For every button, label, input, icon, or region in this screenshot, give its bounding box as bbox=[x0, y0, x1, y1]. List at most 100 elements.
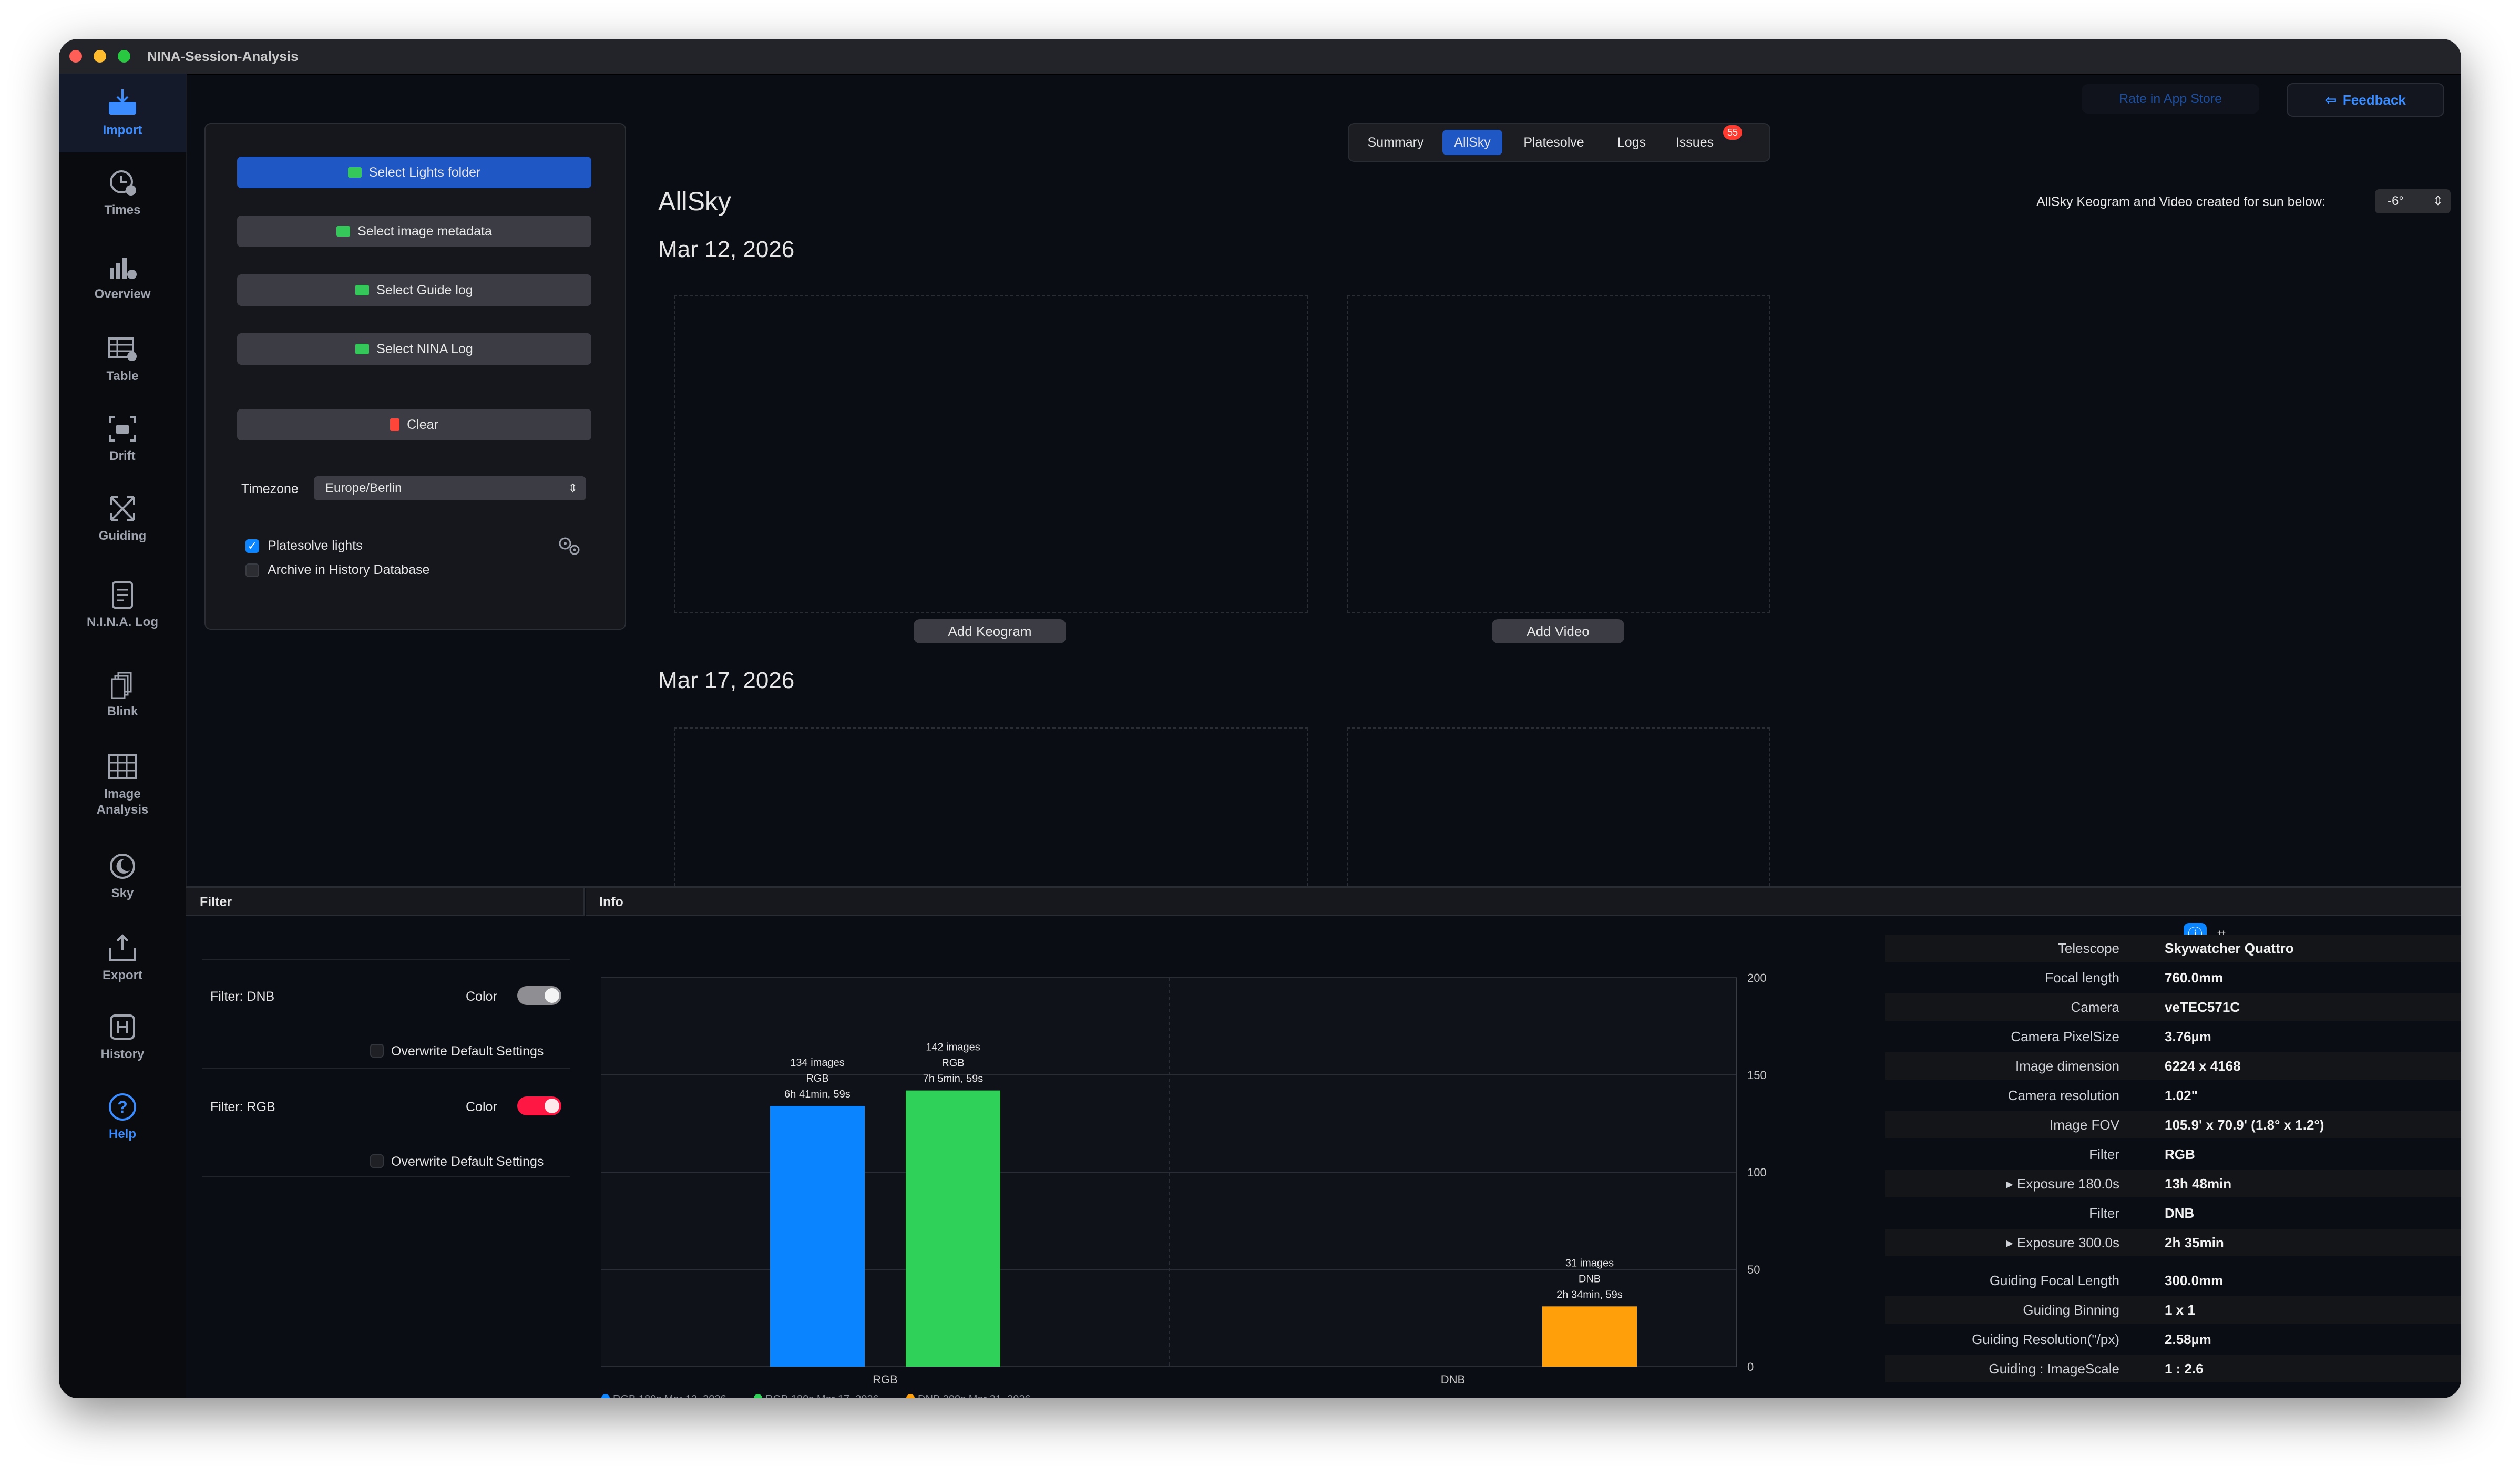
bottom-panel: Filter Info Filter: DNB Color Overwrite … bbox=[186, 886, 2461, 1398]
video-placeholder bbox=[1347, 295, 1770, 613]
stacked-pages-icon bbox=[111, 672, 132, 699]
tab-allsky[interactable]: AllSky bbox=[1442, 130, 1502, 155]
filter-list: Filter: DNB Color Overwrite Default Sett… bbox=[202, 959, 570, 1177]
select-lights-folder-button[interactable]: Select Lights folder bbox=[237, 157, 591, 188]
history-h-icon bbox=[110, 1014, 135, 1040]
sidebar-item-label: Blink bbox=[107, 704, 138, 719]
sidebar-item-import[interactable]: Import bbox=[59, 74, 186, 152]
legend-swatch bbox=[906, 1394, 915, 1398]
info-row-value: 300.0mm bbox=[2165, 1273, 2224, 1288]
sidebar-item-history[interactable]: History bbox=[59, 1010, 186, 1062]
rate-app-store-button[interactable]: Rate in App Store bbox=[2082, 84, 2259, 114]
sidebar-item-label: Table bbox=[106, 369, 139, 383]
bar-data-label: 142 images bbox=[926, 1042, 980, 1053]
info-row: Guiding Binning 1 x 1 bbox=[1885, 1296, 2461, 1324]
sidebar-item-label: Help bbox=[108, 1127, 136, 1141]
y-tick-label: 150 bbox=[1747, 1069, 1767, 1082]
sun-below-select[interactable]: -6° ⇕ bbox=[2375, 189, 2451, 213]
sidebar-item-nina-log[interactable]: N.I.N.A. Log bbox=[59, 578, 186, 630]
arrows-expand-icon bbox=[110, 496, 135, 521]
info-row: Telescope Skywatcher Quattro bbox=[1885, 935, 2461, 962]
clear-button[interactable]: Clear bbox=[237, 409, 591, 440]
info-row: Guiding Resolution("/px) 2.58µm bbox=[1885, 1326, 2461, 1353]
info-row-key: Camera bbox=[2071, 999, 2119, 1015]
select-guide-log-button[interactable]: Select Guide log bbox=[237, 274, 591, 306]
legend-label: RGB 180s Mar 17, 2026 bbox=[765, 1393, 879, 1398]
info-row-value: 3.76µm bbox=[2165, 1029, 2211, 1044]
sidebar-item-export[interactable]: Export bbox=[59, 931, 186, 983]
timezone-select[interactable]: Europe/Berlin ⇕ bbox=[314, 476, 586, 500]
moon-icon bbox=[110, 854, 135, 879]
platesolve-lights-checkbox[interactable]: ✓ bbox=[245, 539, 259, 553]
add-keogram-button[interactable]: Add Keogram bbox=[914, 619, 1066, 643]
info-row-value: 1.02" bbox=[2165, 1088, 2198, 1103]
sidebar-item-overview[interactable]: Overview bbox=[59, 250, 186, 302]
keogram-placeholder bbox=[674, 295, 1308, 613]
window-title: NINA-Session-Analysis bbox=[147, 48, 299, 64]
sidebar-item-sky[interactable]: Sky bbox=[59, 849, 186, 901]
bar bbox=[770, 1106, 865, 1367]
tab-platesolve[interactable]: Platesolve bbox=[1523, 135, 1584, 150]
clock-icon bbox=[110, 170, 136, 196]
bar-data-label: 6h 41min, 59s bbox=[784, 1089, 851, 1100]
info-row: Filter RGB bbox=[1885, 1141, 2461, 1168]
overwrite-default-checkbox[interactable] bbox=[370, 1154, 384, 1168]
grid-icon bbox=[108, 754, 137, 779]
sidebar-item-label: Overview bbox=[94, 287, 151, 301]
sidebar-item-drift[interactable]: Drift bbox=[59, 412, 186, 464]
svg-text:?: ? bbox=[117, 1098, 128, 1116]
add-video-button[interactable]: Add Video bbox=[1492, 619, 1624, 643]
info-row: Filter DNB bbox=[1885, 1199, 2461, 1227]
divider bbox=[202, 1068, 570, 1069]
tab-summary[interactable]: Summary bbox=[1367, 135, 1424, 150]
overwrite-default-label: Overwrite Default Settings bbox=[391, 1044, 544, 1059]
zoom-window-button[interactable] bbox=[118, 50, 130, 63]
color-label: Color bbox=[466, 989, 497, 1004]
info-row-key: Focal length bbox=[2045, 970, 2119, 986]
sidebar-item-guiding[interactable]: Guiding bbox=[59, 492, 186, 543]
sidebar-item-help[interactable]: ? Help bbox=[59, 1090, 186, 1142]
info-row: Image dimension 6224 x 4168 bbox=[1885, 1052, 2461, 1080]
filter-color-swatch[interactable] bbox=[517, 1096, 561, 1115]
overwrite-default-checkbox[interactable] bbox=[370, 1044, 384, 1058]
tab-issues[interactable]: Issues bbox=[1675, 135, 1714, 150]
y-tick-label: 100 bbox=[1747, 1166, 1767, 1179]
video-placeholder bbox=[1347, 727, 1770, 886]
info-row-value: 2h 35min bbox=[2165, 1235, 2224, 1250]
archive-history-checkbox[interactable] bbox=[245, 563, 259, 577]
sidebar-item-label: Drift bbox=[109, 449, 136, 463]
tab-logs[interactable]: Logs bbox=[1617, 135, 1646, 150]
filter-name: Filter: RGB bbox=[210, 1100, 275, 1114]
select-image-metadata-button[interactable]: Select image metadata bbox=[237, 216, 591, 247]
info-row-value: 6224 x 4168 bbox=[2165, 1058, 2241, 1074]
filter-header: Filter bbox=[186, 888, 585, 916]
y-tick-label: 50 bbox=[1747, 1263, 1760, 1276]
exposure-bar-chart: 0 50 100 150 200 RGB DNB 134 images RGB 6h 41min,… bbox=[601, 971, 1767, 1398]
info-row-key: Filter bbox=[2089, 1146, 2119, 1162]
archive-history-label: Archive in History Database bbox=[268, 562, 430, 577]
minimize-window-button[interactable] bbox=[94, 50, 106, 63]
filter-color-swatch[interactable] bbox=[517, 986, 561, 1005]
sidebar-item-image-analysis[interactable]: Image Analysis bbox=[59, 750, 186, 818]
sidebar-item-label: Times bbox=[104, 203, 141, 217]
info-row: Focal length 760.0mm bbox=[1885, 964, 2461, 991]
info-row-value: 1 x 1 bbox=[2165, 1302, 2195, 1318]
bar bbox=[906, 1090, 1000, 1367]
close-window-button[interactable] bbox=[69, 50, 82, 63]
share-tray-icon bbox=[109, 934, 136, 961]
platesolve-lights-label: Platesolve lights bbox=[268, 538, 363, 553]
info-row: Image FOV 105.9' x 70.9' (1.8° x 1.2°) bbox=[1885, 1111, 2461, 1138]
select-nina-log-button[interactable]: Select NINA Log bbox=[237, 333, 591, 365]
sidebar-item-table[interactable]: Table bbox=[59, 332, 186, 384]
trash-icon bbox=[390, 418, 400, 431]
sidebar-item-blink[interactable]: Blink bbox=[59, 668, 186, 719]
issues-badge: 55 bbox=[1723, 125, 1742, 140]
gears-icon[interactable] bbox=[556, 535, 582, 557]
info-row-key: Image dimension bbox=[2015, 1058, 2119, 1074]
feedback-arrow-icon: ⇦ bbox=[2325, 92, 2337, 108]
legend-label: RGB 180s Mar 12, 2026 bbox=[613, 1393, 726, 1398]
info-row-value: 760.0mm bbox=[2165, 970, 2224, 986]
sidebar-item-times[interactable]: Times bbox=[59, 166, 186, 218]
feedback-button[interactable]: ⇦ Feedback bbox=[2287, 83, 2444, 117]
info-row-value: 1 : 2.6 bbox=[2165, 1361, 2204, 1377]
